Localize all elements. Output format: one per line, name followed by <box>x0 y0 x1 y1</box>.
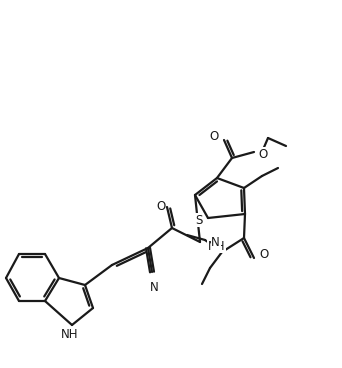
Text: N: N <box>150 281 158 294</box>
Text: O: O <box>156 199 166 212</box>
Text: NH: NH <box>208 240 225 252</box>
Text: N: N <box>211 236 220 249</box>
Text: O: O <box>258 148 267 160</box>
Text: NH: NH <box>61 328 79 341</box>
Text: S: S <box>196 213 203 226</box>
Text: O: O <box>210 131 219 144</box>
Text: O: O <box>259 248 268 261</box>
